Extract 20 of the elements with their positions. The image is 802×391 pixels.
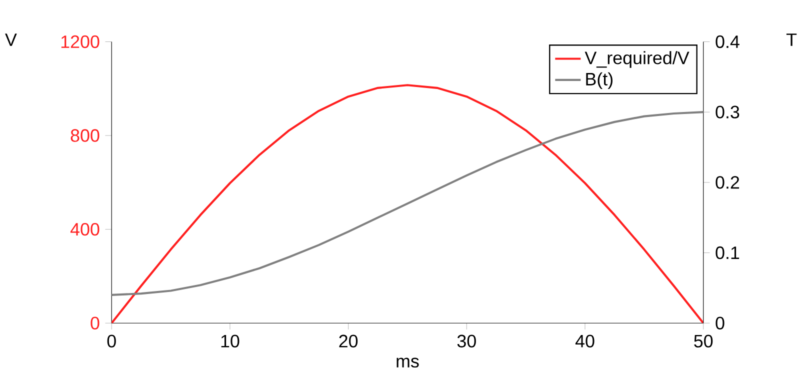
x-tick-label: 50 (694, 334, 713, 348)
x-tick-label: 30 (457, 334, 476, 348)
y2-tick-label: 0.3 (716, 106, 740, 118)
x-tick-label: 20 (339, 334, 358, 348)
y-tick-label: 400 (70, 222, 100, 236)
x-tick-label: 0 (107, 334, 116, 348)
y2-axis-title: T (786, 34, 797, 46)
x-tick-label: 10 (221, 334, 240, 348)
y2-tick-label: 0.2 (716, 176, 740, 189)
x-tick-label: 40 (575, 334, 594, 348)
legend-label: V_required/V (584, 51, 690, 68)
y2-tick-label: 0.4 (716, 35, 740, 48)
y2-tick-label: 0 (716, 316, 724, 330)
y2-tick-label: 0.1 (716, 246, 740, 260)
y-axis-title: V (5, 34, 17, 46)
legend-label: B(t) (586, 72, 612, 89)
x-axis-title: ms (396, 358, 419, 368)
y-tick-label: 1200 (61, 35, 100, 48)
y-tick-label: 0 (90, 316, 100, 330)
y-tick-label: 800 (70, 129, 100, 142)
